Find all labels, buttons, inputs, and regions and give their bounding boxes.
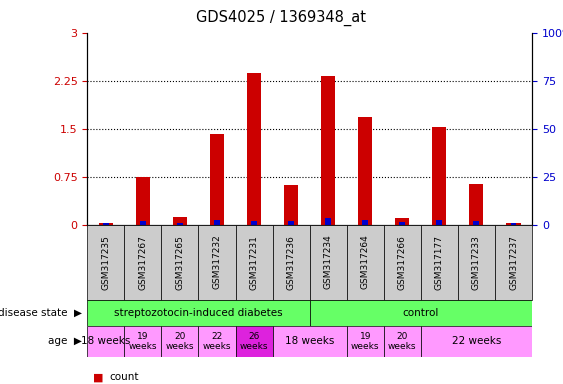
Text: GSM317237: GSM317237	[509, 235, 518, 290]
Text: GSM317236: GSM317236	[287, 235, 296, 290]
Text: GSM317267: GSM317267	[138, 235, 148, 290]
Bar	[235, 225, 272, 300]
Bar	[507, 223, 521, 225]
Bar	[399, 222, 405, 225]
Text: GSM317266: GSM317266	[398, 235, 407, 290]
Bar	[87, 326, 124, 357]
Bar	[325, 218, 331, 225]
Bar	[362, 220, 368, 225]
Bar	[136, 177, 150, 225]
Text: GSM317264: GSM317264	[361, 235, 370, 290]
Text: GSM317234: GSM317234	[324, 235, 333, 290]
Text: GSM317235: GSM317235	[101, 235, 110, 290]
Text: 19
weeks: 19 weeks	[128, 332, 157, 351]
Bar	[436, 220, 443, 225]
Text: streptozotocin-induced diabetes: streptozotocin-induced diabetes	[114, 308, 283, 318]
Bar	[284, 185, 298, 225]
Text: count: count	[110, 372, 139, 382]
Text: 18 weeks: 18 weeks	[285, 336, 334, 346]
Bar	[384, 225, 421, 300]
Bar	[177, 223, 183, 225]
Text: disease state  ▶: disease state ▶	[0, 308, 82, 318]
Text: GSM317265: GSM317265	[176, 235, 185, 290]
Bar	[321, 76, 335, 225]
Bar	[458, 225, 495, 300]
Bar	[162, 326, 199, 357]
Bar	[162, 225, 199, 300]
Bar	[473, 222, 480, 225]
Bar	[251, 221, 257, 225]
Bar	[421, 225, 458, 300]
Bar	[87, 225, 124, 300]
Bar	[87, 300, 310, 326]
Bar	[421, 326, 532, 357]
Bar	[358, 117, 372, 225]
Bar	[384, 326, 421, 357]
Bar	[235, 326, 272, 357]
Text: ■: ■	[93, 372, 104, 382]
Bar	[140, 221, 146, 225]
Text: 19
weeks: 19 weeks	[351, 332, 379, 351]
Bar	[288, 221, 294, 225]
Text: GSM317232: GSM317232	[212, 235, 221, 290]
Text: age  ▶: age ▶	[48, 336, 82, 346]
Bar	[310, 225, 347, 300]
Bar	[511, 223, 516, 225]
Bar	[347, 225, 384, 300]
Text: 20
weeks: 20 weeks	[388, 332, 417, 351]
Text: 20
weeks: 20 weeks	[166, 332, 194, 351]
Text: GSM317233: GSM317233	[472, 235, 481, 290]
Bar	[395, 218, 409, 225]
Bar	[199, 225, 235, 300]
Bar	[470, 184, 484, 225]
Bar	[432, 127, 446, 225]
Bar	[124, 326, 162, 357]
Text: GSM317231: GSM317231	[249, 235, 258, 290]
Text: GSM317177: GSM317177	[435, 235, 444, 290]
Bar	[310, 300, 532, 326]
Bar	[103, 223, 109, 225]
Bar	[124, 225, 162, 300]
Bar	[272, 326, 347, 357]
Text: 22 weeks: 22 weeks	[452, 336, 501, 346]
Text: 18 weeks: 18 weeks	[81, 336, 131, 346]
Bar	[199, 326, 235, 357]
Text: GDS4025 / 1369348_at: GDS4025 / 1369348_at	[196, 10, 367, 26]
Text: control: control	[403, 308, 439, 318]
Text: 26
weeks: 26 weeks	[240, 332, 269, 351]
Bar	[99, 223, 113, 225]
Bar	[495, 225, 532, 300]
Bar	[247, 73, 261, 225]
Bar	[272, 225, 310, 300]
Bar	[173, 217, 187, 225]
Bar	[210, 134, 224, 225]
Text: 22
weeks: 22 weeks	[203, 332, 231, 351]
Bar	[347, 326, 384, 357]
Bar	[214, 220, 220, 225]
